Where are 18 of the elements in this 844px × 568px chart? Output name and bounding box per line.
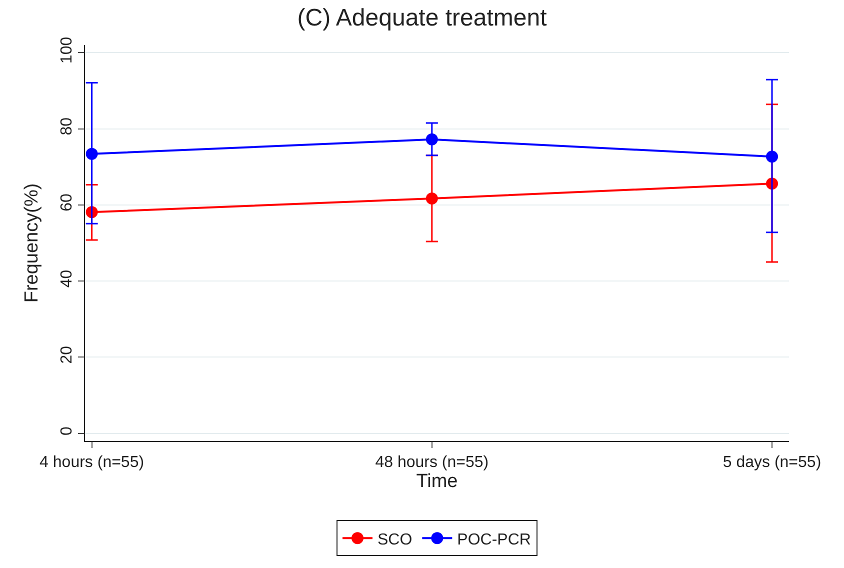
point [86, 148, 98, 160]
legend-label: POC-PCR [457, 531, 531, 548]
chart-title: (C) Adequate treatment [297, 4, 548, 32]
point [766, 150, 778, 163]
x-tick-label: 48 hours (n=55) [375, 454, 489, 472]
y-tick-label: 0 [58, 426, 76, 436]
x-axis-title: Time [416, 471, 458, 492]
y-tick-label: 100 [58, 36, 76, 64]
y-axis-title: Frequency(%) [21, 183, 42, 303]
y-tick-label: 80 [58, 117, 76, 136]
y-tick-label: 40 [58, 270, 76, 288]
point [426, 133, 438, 146]
x-tick-label: 4 hours (n=55) [40, 454, 144, 472]
x-tick-label: 5 days (n=55) [722, 454, 822, 472]
y-tick-label: 20 [58, 346, 76, 364]
legend-label: SCO [378, 531, 412, 548]
y-tick-label: 60 [58, 194, 76, 212]
point [426, 192, 438, 204]
